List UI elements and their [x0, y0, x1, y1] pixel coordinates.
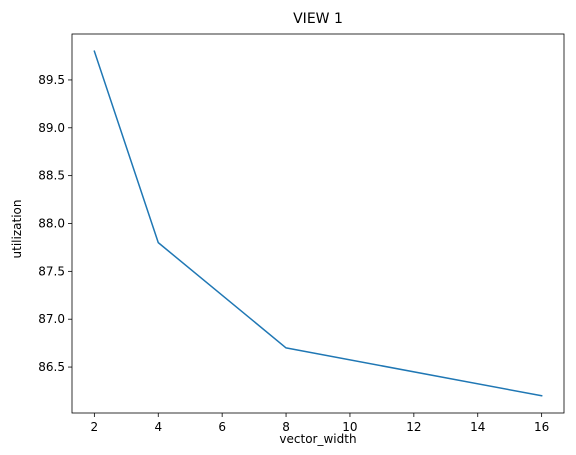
x-tick-label: 4	[154, 420, 162, 434]
x-tick-label: 2	[91, 420, 99, 434]
x-tick-label: 16	[534, 420, 549, 434]
y-tick-label: 86.5	[38, 360, 65, 374]
chart-title: VIEW 1	[293, 11, 343, 27]
series-line-0	[93, 50, 543, 397]
y-tick-label: 88.5	[38, 169, 65, 183]
x-tick-label: 8	[282, 420, 290, 434]
x-tick-label: 6	[218, 420, 226, 434]
x-tick-label: 10	[342, 420, 357, 434]
x-tick-label: 14	[470, 420, 485, 434]
y-tick-label: 89.0	[38, 121, 65, 135]
plot-area: 2 4 6 8 10 12 14 16 86.5 87.0 87.5 88.0 88.5 89.0 89.5	[38, 33, 565, 434]
y-axis-label: utilization	[10, 200, 24, 259]
y-tick-label: 87.0	[38, 312, 65, 326]
y-tick-label: 87.5	[38, 264, 65, 278]
y-tick-label: 88.0	[38, 217, 65, 231]
y-tick-label: 89.5	[38, 73, 65, 87]
x-axis-label: vector_width	[279, 432, 356, 446]
x-tick-label: 12	[406, 420, 421, 434]
